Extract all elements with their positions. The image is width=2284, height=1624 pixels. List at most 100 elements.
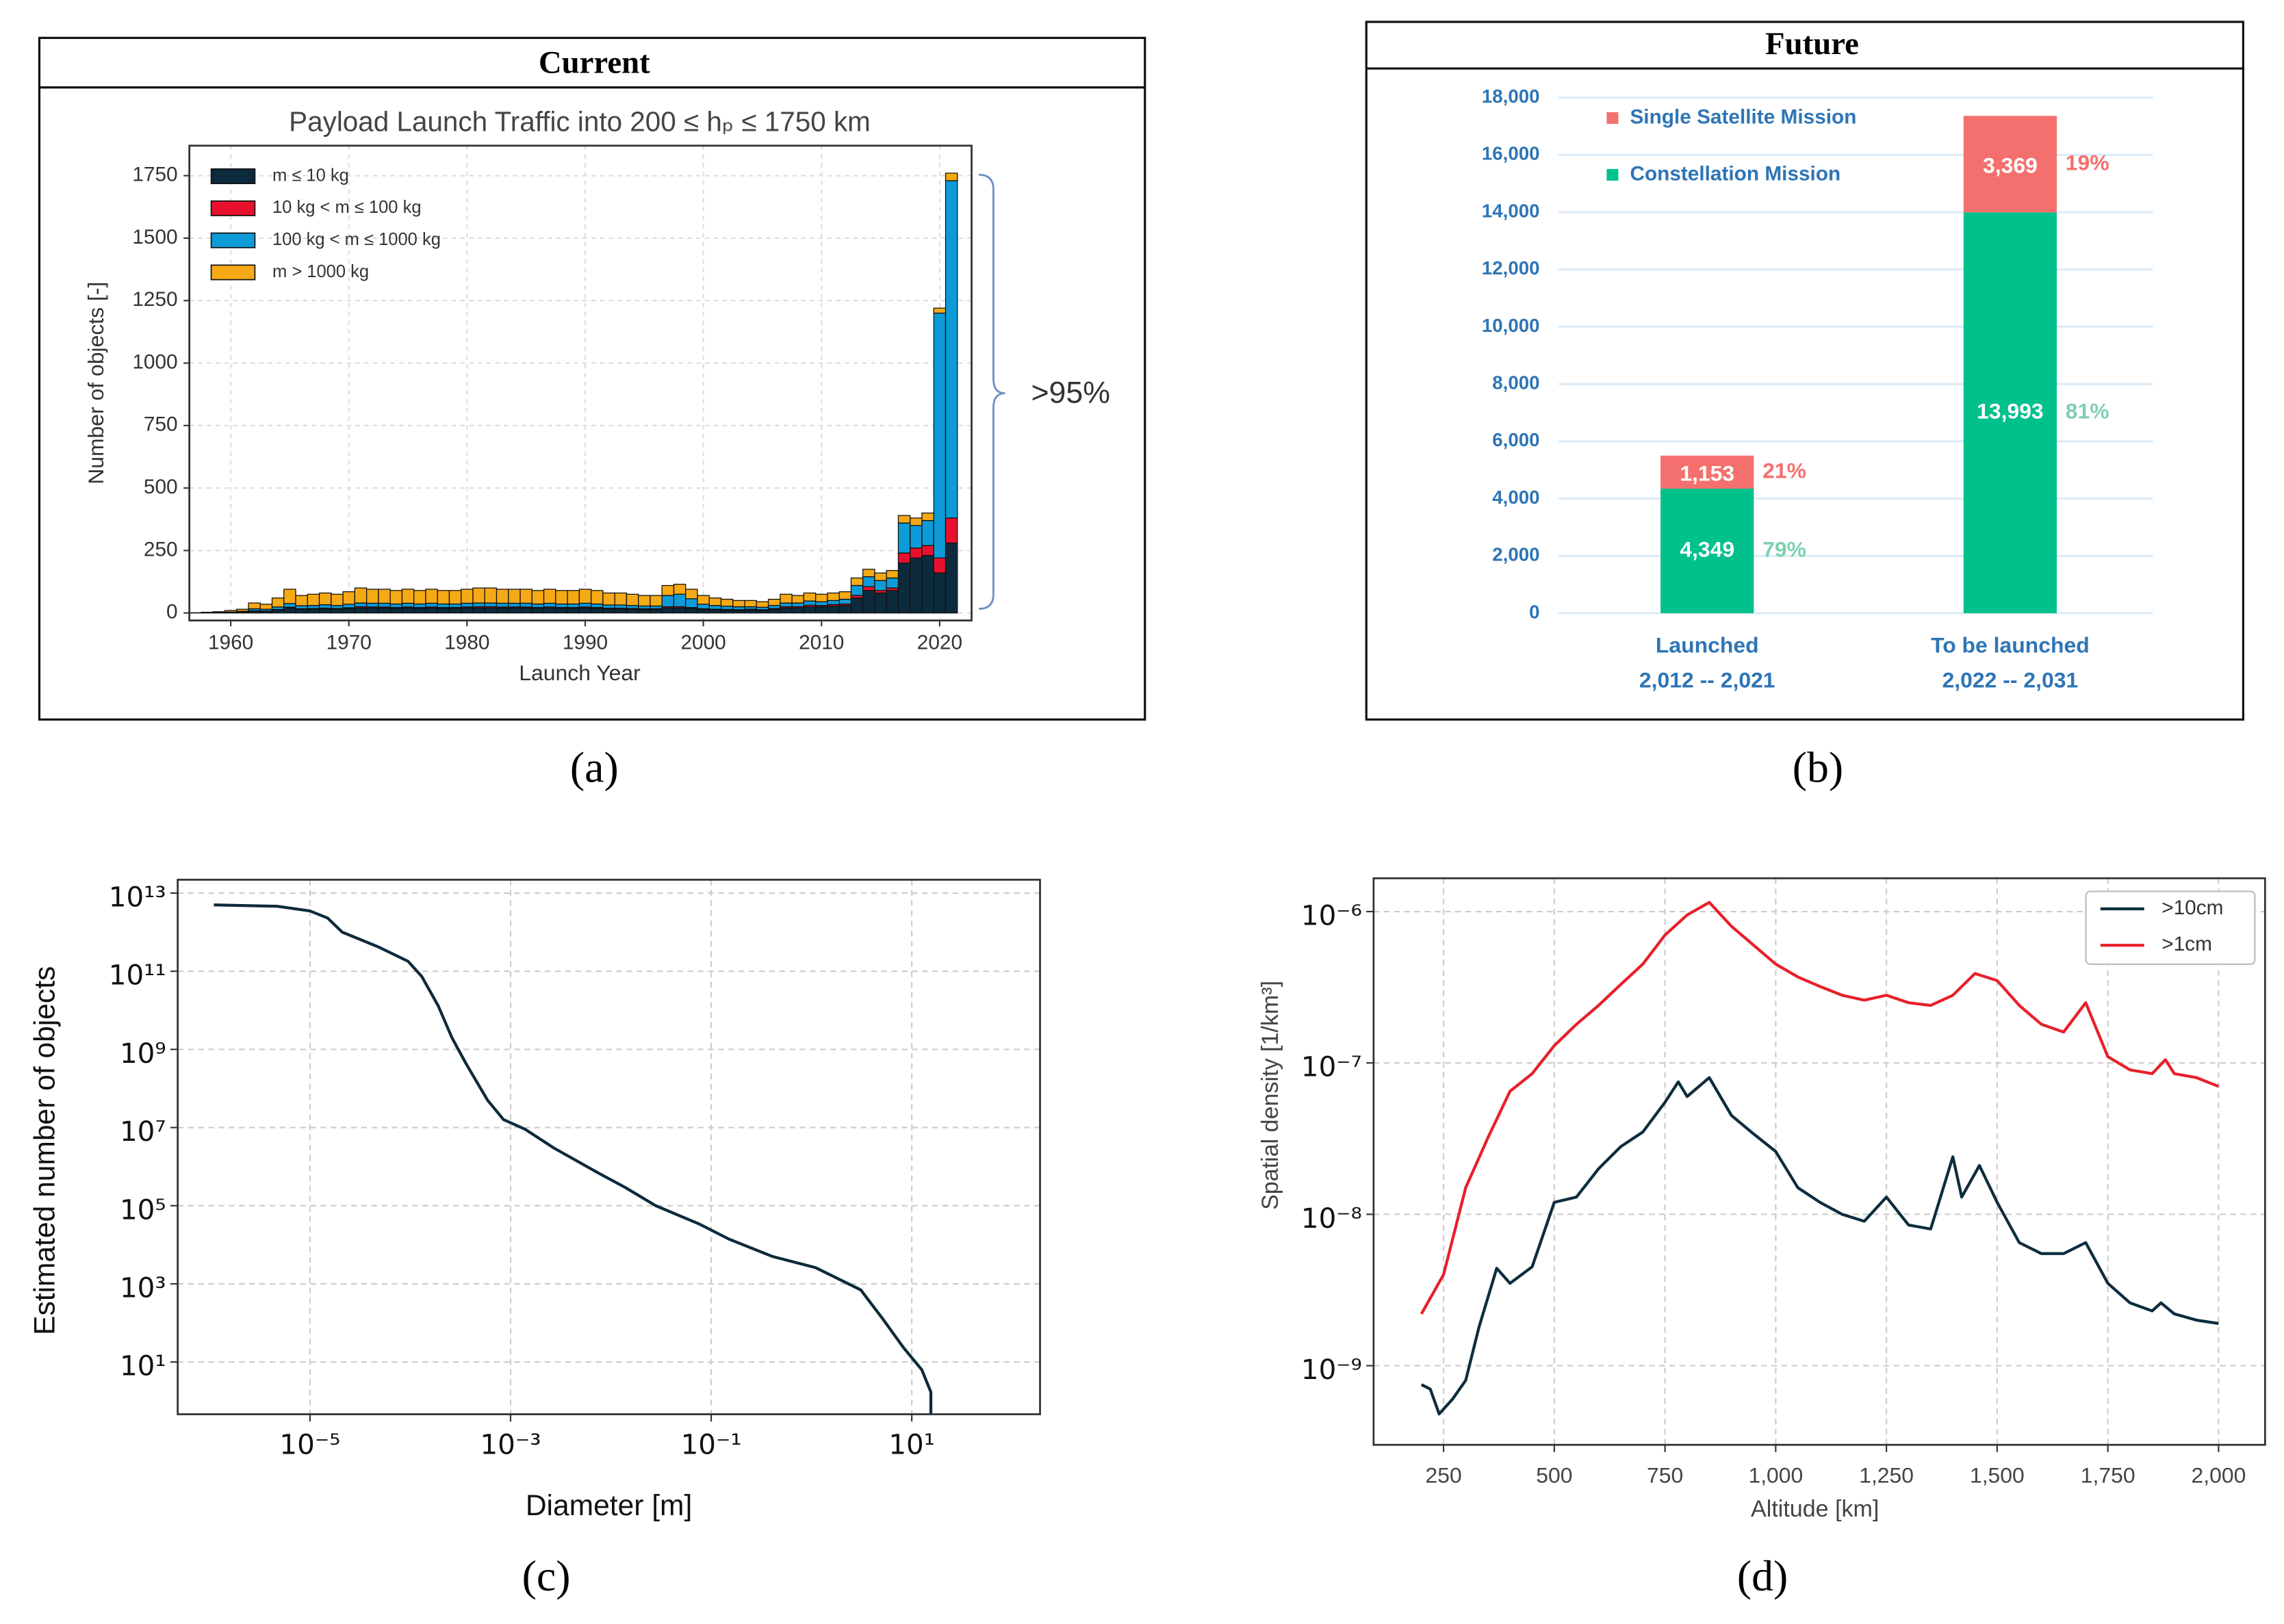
x-tick-label: 2010	[799, 632, 844, 654]
y-tick-label: 750	[144, 413, 178, 436]
bar-segment	[933, 557, 947, 573]
bar-segment	[508, 602, 521, 608]
bar-segment	[342, 608, 355, 614]
bar-segment	[933, 312, 947, 558]
legend-label: Single Satellite Mission	[1630, 105, 1856, 128]
bar-segment	[578, 607, 592, 614]
chart-title: Payload Launch Traffic into 200 ≤ hₚ ≤ 1…	[289, 106, 871, 138]
bar-segment	[437, 608, 450, 614]
bar-segment	[283, 603, 296, 608]
bar-segment	[531, 590, 545, 605]
bar-segment	[425, 602, 438, 608]
bar-segment	[365, 589, 379, 604]
bar-segment	[307, 593, 320, 606]
bar-segment	[342, 604, 355, 608]
bar-segment	[1660, 488, 1754, 614]
bracket	[979, 174, 1005, 610]
bar-segment	[921, 555, 934, 614]
bar-segment	[910, 547, 923, 558]
bar-segment	[448, 590, 462, 605]
bar-segment	[756, 601, 769, 608]
bar-segment	[791, 607, 805, 614]
y-tick-label: 10⁻⁹	[1301, 1353, 1362, 1386]
legend-swatch	[210, 200, 256, 216]
bar-segment	[720, 598, 734, 607]
panel-caption: (c)	[522, 1551, 571, 1600]
value-label: 3,369	[1983, 153, 2038, 178]
bar-segment	[850, 577, 864, 587]
y-tick-label: 18,000	[1482, 86, 1540, 107]
legend-label: m > 1000 kg	[272, 262, 369, 281]
plot-frame	[177, 879, 1041, 1415]
bar-segment	[567, 603, 580, 608]
bar-segment	[437, 603, 450, 608]
bar-segment	[508, 589, 521, 604]
bar-segment	[910, 517, 923, 526]
bar-segment	[708, 609, 722, 614]
bar-segment	[295, 595, 308, 606]
series-line	[1420, 901, 2220, 1315]
share-label: 79%	[1762, 537, 1806, 561]
bar-segment	[448, 603, 462, 608]
bar-segment	[862, 590, 875, 614]
bar-segment	[933, 307, 947, 314]
bar-segment	[720, 606, 734, 610]
bar-segment	[850, 584, 864, 596]
bar-segment	[767, 605, 781, 609]
y-tick-label: 1000	[132, 350, 177, 373]
y-tick-label: 1750	[132, 164, 177, 186]
y-tick-label: 12,000	[1482, 257, 1540, 279]
bar-segment	[602, 604, 615, 609]
bar-segment	[389, 590, 403, 605]
bar-segment	[638, 608, 651, 614]
x-tick-label: 2000	[680, 632, 726, 654]
bar-segment	[378, 602, 391, 608]
bar-segment	[590, 603, 604, 608]
bar-segment	[838, 591, 852, 600]
legend-swatch	[210, 168, 256, 185]
legend-swatch	[210, 232, 256, 248]
bar-segment	[897, 563, 911, 614]
bar-segment	[626, 608, 639, 614]
bar-segment	[461, 607, 474, 614]
bar-segment	[945, 180, 958, 519]
series-line	[1420, 1076, 2219, 1416]
bar-segment	[685, 598, 698, 608]
bar-segment	[354, 602, 368, 608]
y-tick-label: 1250	[132, 288, 177, 311]
bar-segment	[590, 608, 604, 614]
bar-segment	[496, 589, 509, 604]
y-tick-label: 14,000	[1482, 200, 1540, 221]
x-tick-label: 2020	[917, 632, 962, 654]
bar-segment	[685, 589, 698, 600]
bar-segment	[519, 607, 532, 614]
bar-segment	[886, 569, 899, 579]
bar-segment	[236, 608, 249, 612]
y-axis-label: Spatial density [1/km³]	[1257, 981, 1283, 1210]
legend-label: >10cm	[2161, 897, 2223, 919]
bar-segment	[945, 542, 958, 614]
bar-segment	[673, 593, 687, 608]
bar-segment	[661, 584, 675, 596]
bar-segment	[212, 611, 226, 613]
bar-segment	[307, 605, 320, 609]
bar-segment	[401, 607, 415, 614]
bar-segment	[673, 607, 687, 614]
y-tick-label: 0	[1529, 601, 1539, 622]
plot-frame	[188, 144, 973, 622]
bar-segment	[850, 597, 864, 614]
bar-segment	[791, 602, 805, 608]
y-tick-label: 10,000	[1482, 315, 1540, 336]
bar-segment	[897, 522, 911, 554]
bar-segment	[318, 604, 332, 609]
bar-segment	[555, 603, 568, 608]
bar-segment	[519, 589, 532, 604]
y-tick-label: 10⁻⁶	[1301, 899, 1362, 932]
bar-segment	[661, 595, 675, 608]
bar-segment	[224, 610, 238, 613]
bar-segment	[1963, 212, 2057, 614]
bar-segment	[555, 608, 568, 614]
bar-segment	[685, 608, 698, 614]
x-tick-label: 1,000	[1748, 1462, 1803, 1487]
bar-segment	[874, 592, 887, 614]
